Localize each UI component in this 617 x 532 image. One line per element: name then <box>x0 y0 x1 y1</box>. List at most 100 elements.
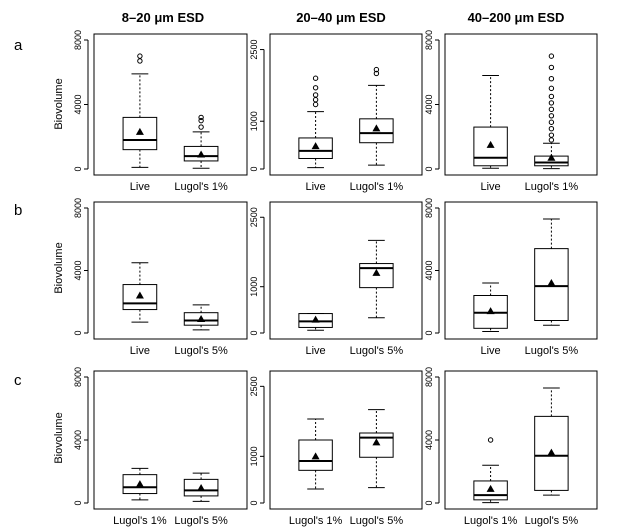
x-category-label: Live <box>130 345 150 357</box>
column-title-1: 8–20 μm ESD <box>122 10 204 25</box>
y-tick-label: 8000 <box>424 367 434 387</box>
outlier-point <box>548 132 555 138</box>
box-2: Lugol's 1% <box>525 53 578 193</box>
outlier-point <box>198 114 204 121</box>
panel-frame <box>269 370 423 510</box>
outlier-point <box>312 97 319 103</box>
row-label-c: c <box>14 372 22 389</box>
y-tick-label: 4000 <box>424 260 434 280</box>
box-1: Lugol's 1% <box>113 467 167 527</box>
box-1: Live <box>298 313 333 357</box>
y-tick-label: 4000 <box>73 94 83 114</box>
x-category-label: Lugol's 5% <box>174 345 228 357</box>
y-tick-label: 0 <box>73 330 83 335</box>
panel-c-2: 0 1000 2500 Lugol's 1% Lugol's 5% <box>249 370 423 527</box>
x-category-label: Lugol's 1% <box>113 515 167 527</box>
panel-b-1: 0 4000 8000 Live Lugol's 5% <box>73 198 248 357</box>
x-category-label: Lugol's 5% <box>174 515 228 527</box>
y-tick-label: 8000 <box>73 198 83 218</box>
y-tick-label: 4000 <box>424 94 434 114</box>
column-title-2: 20–40 μm ESD <box>296 10 386 25</box>
panel-frame <box>93 33 248 176</box>
x-category-label: Lugol's 1% <box>289 515 343 527</box>
panel-b-3: 0 4000 8000 Live Lugol's 5% <box>424 198 598 357</box>
row-label-b: b <box>14 202 22 219</box>
panel-frame <box>269 33 423 176</box>
mean-marker <box>135 127 144 135</box>
panel-a-2: 0 1000 2500 Live Lugol's 1% <box>249 33 423 193</box>
panel-frame <box>93 370 248 510</box>
y-tick-label: 4000 <box>73 260 83 280</box>
box-2: Lugol's 5% <box>525 387 579 527</box>
box-2: Lugol's 5% <box>525 218 578 357</box>
outlier-point <box>487 437 494 443</box>
mean-marker <box>311 315 320 323</box>
outlier-point <box>548 85 555 92</box>
y-tick-label: 1000 <box>249 277 259 297</box>
y-tick-label: 0 <box>249 330 259 335</box>
box-2: Lugol's 5% <box>174 304 228 357</box>
box-1: Live <box>122 53 158 193</box>
y-tick-label: 2500 <box>249 40 259 60</box>
iqr-box <box>473 126 508 167</box>
outlier-point <box>312 75 319 81</box>
mean-marker <box>372 124 381 132</box>
x-category-label: Lugol's 5% <box>350 515 404 527</box>
outlier-point <box>548 76 555 82</box>
panel-c-1: 0 4000 8000 Lugol's 1% Lugol's 5% <box>73 367 248 527</box>
column-title-3: 40–200 μm ESD <box>468 10 565 25</box>
y-axis-label-row-b: Biovolume <box>53 242 65 293</box>
box-1: Live <box>473 282 508 357</box>
mean-marker <box>486 484 495 492</box>
y-tick-label: 0 <box>424 166 434 171</box>
x-category-label: Lugol's 5% <box>350 345 404 357</box>
outlier-point <box>373 70 380 77</box>
mean-marker <box>547 279 556 286</box>
outlier-point <box>548 106 555 113</box>
mean-marker <box>486 307 495 315</box>
x-category-label: Live <box>130 181 150 193</box>
y-tick-label: 0 <box>73 500 83 505</box>
box-1: Live <box>473 74 508 193</box>
y-tick-label: 0 <box>249 166 259 171</box>
y-axis-label-row-c: Biovolume <box>53 412 65 463</box>
panel-frame <box>444 33 598 176</box>
box-2: Lugol's 5% <box>350 409 404 527</box>
x-category-label: Lugol's 5% <box>525 515 579 527</box>
box-1: Live <box>122 262 158 357</box>
panel-frame <box>93 201 248 340</box>
outlier-point <box>548 53 555 59</box>
y-tick-label: 2500 <box>249 207 259 227</box>
outlier-point <box>312 101 319 108</box>
y-tick-label: 8000 <box>424 30 434 50</box>
box-2: Lugol's 1% <box>350 66 404 193</box>
x-category-label: Live <box>306 181 326 193</box>
mean-marker <box>197 484 206 492</box>
x-category-label: Lugol's 1% <box>464 515 518 527</box>
y-tick-label: 1000 <box>249 111 259 131</box>
x-category-label: Live <box>306 345 326 357</box>
x-category-label: Live <box>481 181 501 193</box>
panel-a-1: 0 4000 8000 Live Lugol's 1% <box>73 30 248 193</box>
x-category-label: Lugol's 1% <box>174 181 228 193</box>
x-category-label: Live <box>481 345 501 357</box>
box-1: Lugol's 1% <box>464 437 518 527</box>
outlier-point <box>548 93 555 100</box>
mean-marker <box>547 448 556 456</box>
mean-marker <box>135 480 144 488</box>
y-tick-label: 0 <box>424 330 434 335</box>
outlier-point <box>312 85 319 91</box>
x-category-label: Lugol's 1% <box>350 181 404 193</box>
outlier-point <box>548 125 555 132</box>
mean-marker <box>197 314 206 322</box>
y-tick-label: 4000 <box>73 430 83 450</box>
y-tick-label: 0 <box>424 500 434 505</box>
y-tick-label: 1000 <box>249 446 259 466</box>
y-tick-label: 0 <box>249 500 259 505</box>
mean-marker <box>311 452 320 460</box>
mean-marker <box>311 142 320 150</box>
mean-marker <box>372 268 381 276</box>
mean-marker <box>372 438 381 446</box>
outlier-point <box>312 92 319 98</box>
outlier-point <box>548 113 555 119</box>
